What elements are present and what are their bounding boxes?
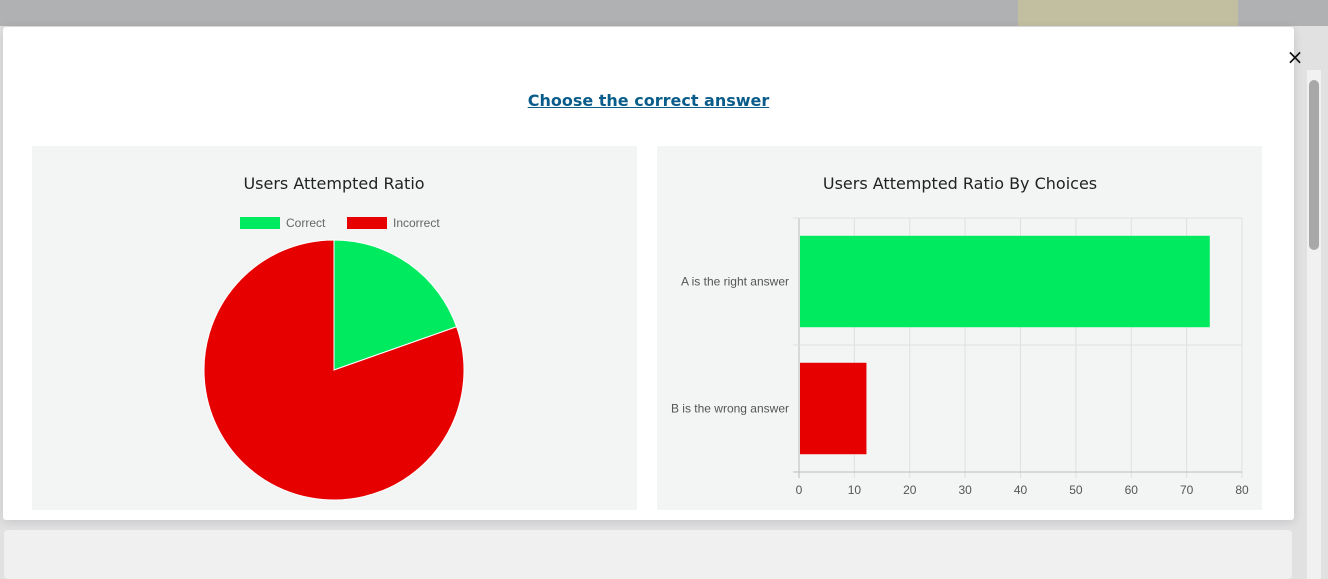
background-card — [4, 530, 1292, 579]
pie-legend: Correct Incorrect — [240, 216, 440, 230]
y-category-label: A is the right answer — [681, 275, 789, 289]
legend-swatch-correct[interactable] — [240, 217, 280, 229]
x-tick-label: 0 — [796, 483, 803, 497]
bar-choice-a[interactable] — [800, 235, 1210, 328]
bar-choice-b[interactable] — [800, 362, 867, 455]
pie-slice-incorrect[interactable] — [203, 239, 465, 501]
x-tick-label: 70 — [1180, 483, 1194, 497]
x-tick-label: 30 — [958, 483, 972, 497]
bar-chart-title: Users Attempted Ratio By Choices — [823, 174, 1097, 193]
x-tick-label: 80 — [1235, 483, 1249, 497]
bar-chart: Users Attempted Ratio By Choices 0 10 20 30… — [671, 174, 1249, 498]
bar-bars — [800, 235, 1210, 455]
close-button[interactable]: × — [1286, 45, 1304, 69]
question-link[interactable]: Choose the correct answer — [527, 91, 770, 110]
pie-chart-panel: Users Attempted Ratio Correct Incorrect — [32, 146, 637, 510]
admin-bar — [0, 0, 1328, 26]
y-category-label: B is the wrong answer — [671, 402, 789, 416]
x-tick-label: 40 — [1014, 483, 1028, 497]
legend-label-correct[interactable]: Correct — [286, 216, 326, 230]
pie-chart-title: Users Attempted Ratio — [243, 174, 424, 193]
x-tick-label: 20 — [903, 483, 917, 497]
admin-bar-notice — [1018, 0, 1238, 26]
bar-labels: 0 10 20 30 40 50 60 70 80 A is the right answer B … — [671, 275, 1249, 498]
legend-swatch-incorrect[interactable] — [347, 217, 387, 229]
x-tick-label: 10 — [848, 483, 862, 497]
stats-modal: Choose the correct answer Users Attempte… — [3, 27, 1303, 520]
pie-slices — [203, 239, 465, 501]
x-tick-label: 50 — [1069, 483, 1083, 497]
pie-chart: Users Attempted Ratio Correct Incorrect — [203, 174, 465, 501]
x-tick-label: 60 — [1125, 483, 1139, 497]
bar-chart-panel: Users Attempted Ratio By Choices 0 10 20 30… — [657, 146, 1262, 510]
scrollbar-thumb[interactable] — [1309, 80, 1319, 250]
legend-label-incorrect[interactable]: Incorrect — [393, 216, 440, 230]
